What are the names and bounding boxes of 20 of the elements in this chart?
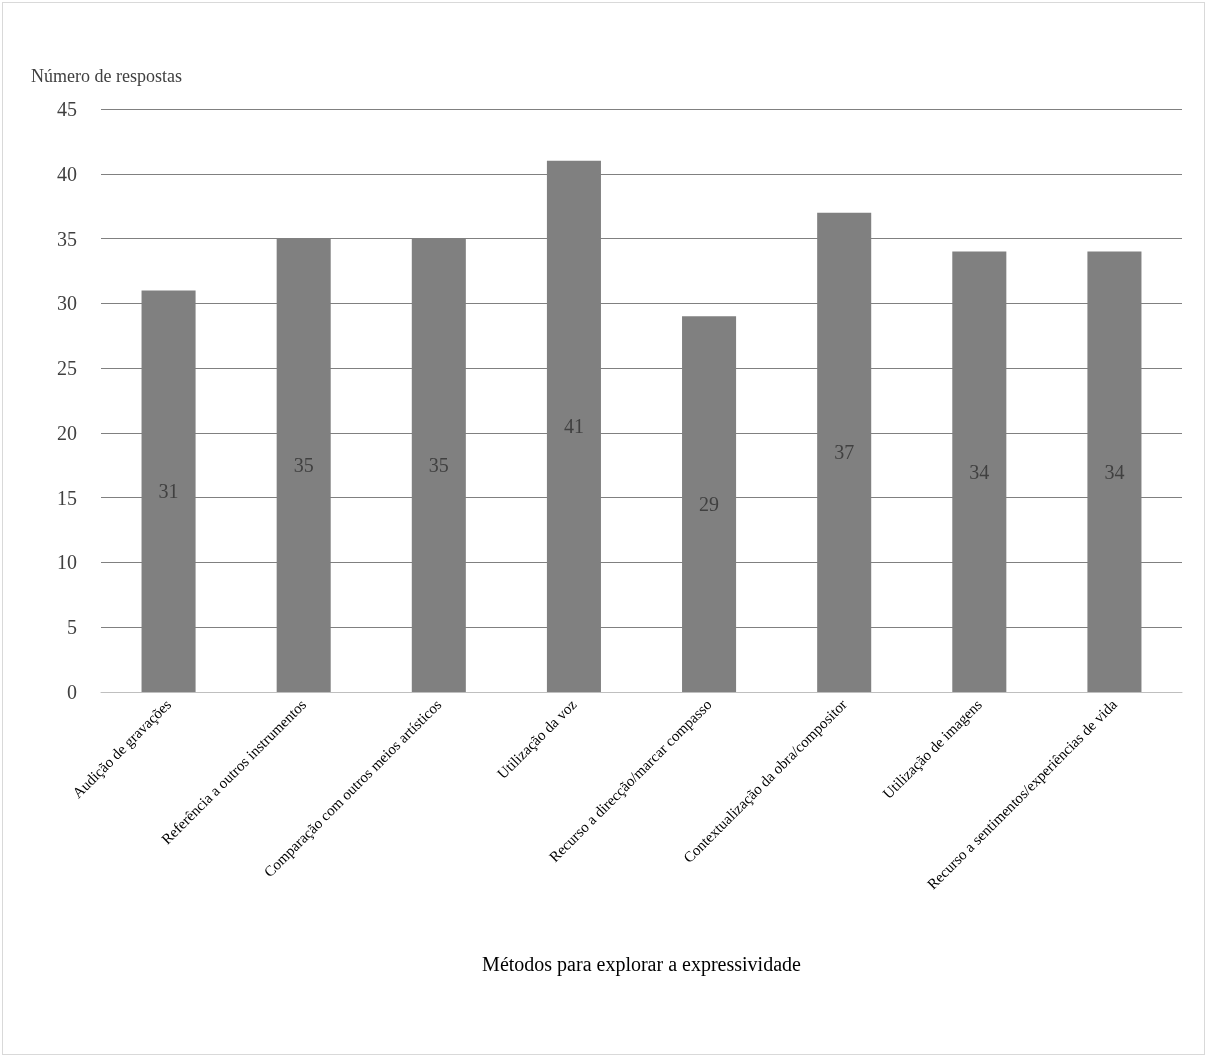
data-label: 29 [699, 493, 720, 516]
y-tick-label: 15 [57, 486, 77, 509]
data-label: 37 [834, 441, 855, 464]
y-tick-label: 20 [57, 421, 77, 444]
y-tick-label: 0 [67, 681, 77, 703]
data-label: 35 [428, 454, 449, 477]
y-tick-label: 35 [57, 227, 77, 250]
data-label: 34 [1104, 460, 1125, 483]
data-label: 34 [969, 460, 990, 483]
y-axis-title: Número de respostas [31, 66, 182, 86]
data-label: 35 [293, 454, 314, 477]
y-tick-label: 30 [57, 292, 77, 315]
y-tick-label: 45 [57, 98, 77, 120]
y-tick-label: 25 [57, 357, 77, 380]
y-tick-label: 40 [57, 162, 77, 185]
y-tick-label: 5 [67, 616, 77, 639]
x-axis-title: Métodos para explorar a expressividade [482, 953, 801, 976]
data-label: 31 [158, 480, 179, 503]
y-tick-label: 10 [57, 551, 77, 574]
data-label: 41 [563, 415, 584, 438]
